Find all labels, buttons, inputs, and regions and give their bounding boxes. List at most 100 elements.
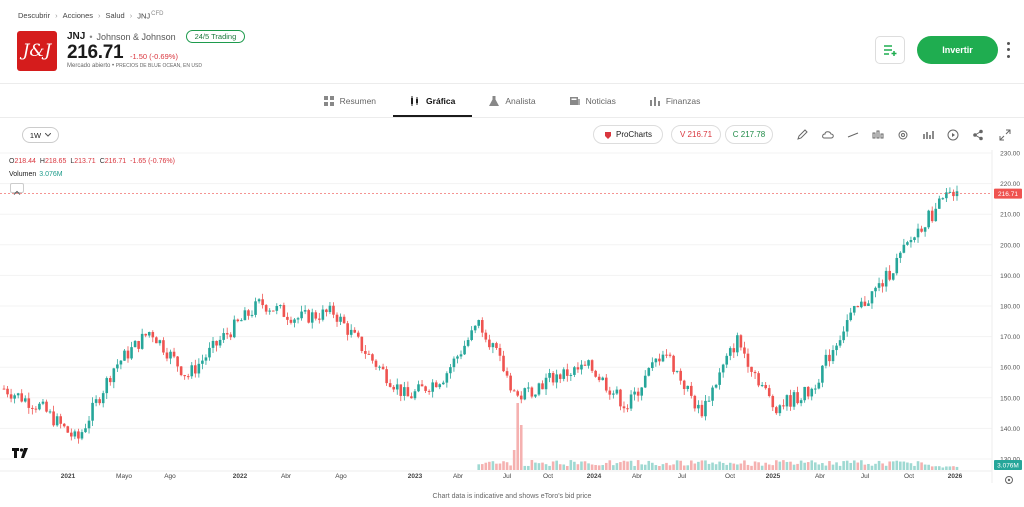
volume-bar: [909, 463, 913, 470]
volume-bar: [626, 461, 629, 470]
volume-bar: [530, 460, 534, 470]
volume-bar: [771, 465, 775, 470]
shapes-tool-button[interactable]: [822, 128, 834, 140]
breadcrumb-item[interactable]: Salud: [105, 11, 125, 21]
volume-bar: [852, 460, 856, 470]
replay-button[interactable]: [947, 128, 959, 141]
drawing-tool-button[interactable]: [796, 128, 808, 140]
candle-body: [55, 416, 59, 426]
breadcrumb-item[interactable]: Descubrir: [18, 11, 51, 21]
price-chart[interactable]: 230.00 220.00 210.00 200.00 190.00 180.00 170.…: [0, 150, 1024, 488]
volume-bar: [838, 465, 842, 470]
invest-button[interactable]: Invertir: [917, 36, 998, 64]
axis-settings-button[interactable]: [1004, 472, 1014, 484]
settings-icon: [898, 130, 908, 140]
volume-bar: [633, 465, 636, 470]
volume-bar: [874, 463, 877, 470]
candle-body: [264, 305, 268, 312]
procharts-button[interactable]: ProCharts: [593, 125, 663, 144]
candle-body: [672, 355, 675, 372]
candle-body: [852, 305, 856, 313]
candle-body: [640, 387, 643, 396]
volume-bar: [863, 464, 867, 470]
tab-resumen[interactable]: Resumen: [307, 84, 393, 117]
breadcrumb-current-ticker: JNJ: [137, 11, 151, 21]
candle-body: [718, 372, 721, 385]
watchlist-add-icon: [884, 45, 897, 56]
share-icon: [973, 129, 983, 141]
candle-body: [303, 310, 307, 312]
candle-body: [147, 332, 151, 336]
candle-body: [321, 309, 325, 320]
volume-bar: [813, 462, 817, 470]
x-tick-label: 2023: [408, 473, 423, 480]
chart-settings-button[interactable]: [897, 128, 909, 140]
candle-body: [891, 273, 895, 280]
candle-body: [821, 365, 824, 383]
tab-grafica[interactable]: Gráfica: [393, 84, 473, 117]
legend-collapse-button[interactable]: [10, 183, 24, 195]
candle-body: [211, 340, 215, 348]
candle-body: [488, 339, 491, 348]
candle-body: [169, 351, 172, 359]
candle-body: [335, 314, 339, 322]
volume-bar: [835, 462, 838, 470]
candle-body: [23, 398, 27, 402]
buy-price-button[interactable]: C 217.78: [725, 125, 773, 144]
candle-body: [679, 370, 682, 381]
volume-bar: [509, 465, 512, 470]
candle-body: [300, 311, 303, 319]
fullscreen-button[interactable]: [999, 128, 1011, 141]
tradingview-logo[interactable]: [12, 447, 30, 459]
candle-body: [112, 368, 116, 383]
tab-finanzas[interactable]: Finanzas: [633, 84, 718, 117]
candle-body: [392, 386, 396, 390]
indicators-icon: [872, 130, 884, 139]
candle-body: [325, 309, 328, 313]
volume-bar: [601, 465, 605, 470]
x-tick-label: 2024: [587, 473, 602, 480]
candle-body: [151, 332, 155, 338]
candle-body: [186, 376, 190, 378]
interval-selector[interactable]: 1W: [22, 127, 59, 143]
more-options-button[interactable]: [1003, 40, 1013, 60]
volume-bar: [516, 403, 519, 470]
tab-noticias[interactable]: Noticias: [553, 84, 633, 117]
volume-bar: [753, 461, 757, 470]
volume-bar: [806, 462, 810, 470]
sell-price-button[interactable]: V 216.71: [671, 125, 721, 144]
candle-body: [562, 369, 566, 379]
candle-body: [845, 320, 849, 332]
y-tick-label: 160.00: [1000, 365, 1020, 372]
volume-bar: [821, 463, 824, 470]
breadcrumb-item[interactable]: Acciones: [62, 11, 94, 21]
candle-body: [665, 354, 668, 356]
indicators-button[interactable]: [872, 128, 884, 140]
legend-open-label: O: [9, 158, 15, 165]
y-tick-label: 210.00: [1000, 212, 1020, 219]
candle-body: [906, 242, 909, 245]
volume-bar: [551, 461, 555, 470]
chart-type-button[interactable]: [922, 128, 934, 140]
candle-body: [633, 391, 636, 395]
candle-body: [296, 318, 300, 320]
tab-analista[interactable]: Analista: [472, 84, 552, 117]
trading-hours-badge[interactable]: 24/5 Trading: [185, 30, 246, 43]
ohlc-legend: O218.44 H218.65 L213.71 C216.71 -1.65 (-…: [9, 158, 175, 165]
volume-bar: [512, 450, 516, 470]
watchlist-add-button[interactable]: [875, 36, 905, 64]
candle-body: [80, 432, 84, 439]
line-tool-button[interactable]: [847, 128, 859, 140]
share-button[interactable]: [972, 128, 984, 141]
volume-bar: [860, 460, 863, 470]
x-tick-label: Abr: [815, 473, 826, 480]
volume-bar: [728, 462, 732, 470]
price-source: PRECIOS DE BLUE OCEAN, EN USD: [115, 63, 202, 69]
candle-body: [473, 325, 477, 331]
x-tick-label: 2021: [61, 473, 76, 480]
volume-bar: [682, 465, 686, 470]
volume-bar: [842, 461, 845, 470]
candle-body: [714, 384, 718, 388]
volume-bar: [640, 464, 643, 470]
volume-bar: [668, 465, 672, 470]
